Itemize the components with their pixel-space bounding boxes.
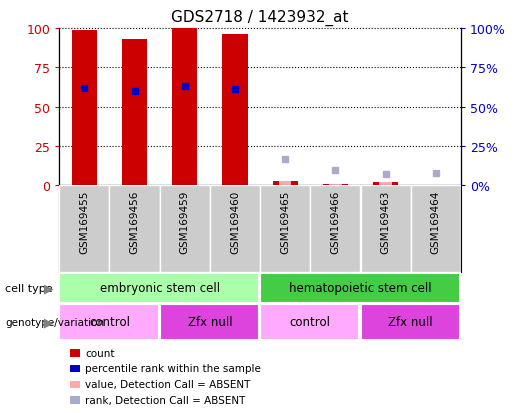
Bar — [210, 186, 260, 273]
Bar — [260, 304, 359, 340]
Bar — [59, 304, 159, 340]
Text: value, Detection Call = ABSENT: value, Detection Call = ABSENT — [85, 379, 250, 389]
Bar — [329, 184, 341, 186]
Bar — [279, 181, 291, 186]
Bar — [410, 186, 461, 273]
Text: GSM169463: GSM169463 — [381, 190, 390, 254]
Text: embryonic stem cell: embryonic stem cell — [99, 282, 220, 294]
Text: percentile rank within the sample: percentile rank within the sample — [85, 363, 261, 373]
Title: GDS2718 / 1423932_at: GDS2718 / 1423932_at — [171, 10, 349, 26]
Text: GSM169464: GSM169464 — [431, 190, 441, 254]
Text: Zfx null: Zfx null — [187, 316, 232, 329]
Bar — [72, 31, 97, 186]
Text: hematopoietic stem cell: hematopoietic stem cell — [289, 282, 432, 294]
Text: count: count — [85, 348, 114, 358]
Bar — [260, 186, 310, 273]
Bar — [59, 273, 259, 303]
Bar — [260, 273, 460, 303]
Bar — [360, 186, 410, 273]
Bar — [122, 40, 147, 186]
Text: GSM169459: GSM169459 — [180, 190, 190, 254]
Text: control: control — [290, 316, 331, 329]
Bar — [310, 186, 360, 273]
Text: GSM169456: GSM169456 — [130, 190, 140, 254]
Text: genotype/variation: genotype/variation — [5, 317, 104, 327]
Bar — [59, 186, 109, 273]
Bar — [380, 183, 392, 186]
Text: ▶: ▶ — [44, 282, 54, 294]
Bar — [172, 29, 197, 186]
Bar — [109, 186, 160, 273]
Text: control: control — [89, 316, 130, 329]
Bar — [160, 304, 259, 340]
Text: cell type: cell type — [5, 283, 53, 293]
Text: ▶: ▶ — [44, 316, 54, 329]
Bar — [323, 184, 348, 186]
Text: GSM169455: GSM169455 — [79, 190, 89, 254]
Bar — [272, 181, 298, 186]
Bar — [222, 35, 248, 186]
Text: Zfx null: Zfx null — [388, 316, 433, 329]
Text: GSM169460: GSM169460 — [230, 190, 240, 253]
Text: rank, Detection Call = ABSENT: rank, Detection Call = ABSENT — [85, 395, 245, 405]
Bar — [160, 186, 210, 273]
Text: GSM169465: GSM169465 — [280, 190, 290, 254]
Bar — [360, 304, 460, 340]
Bar — [373, 183, 398, 186]
Text: GSM169466: GSM169466 — [331, 190, 340, 254]
